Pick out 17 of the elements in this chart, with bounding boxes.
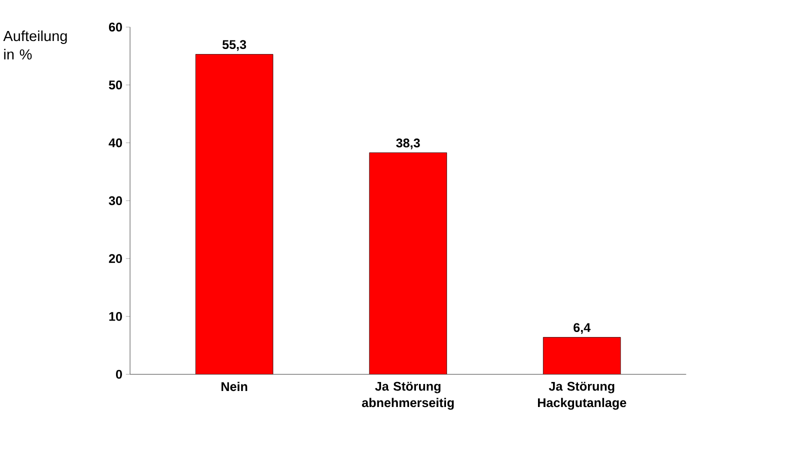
data-label: 38,3 bbox=[396, 138, 420, 150]
bar bbox=[543, 337, 621, 374]
y-tick-label: 30 bbox=[108, 196, 122, 206]
y-tick-label: 0 bbox=[116, 370, 122, 379]
y-tick-label: 50 bbox=[108, 80, 122, 90]
y-tick-label: 40 bbox=[108, 138, 122, 148]
data-label: 55,3 bbox=[222, 40, 246, 51]
bar bbox=[369, 152, 447, 374]
bar bbox=[195, 54, 274, 374]
y-tick-label: 10 bbox=[109, 312, 122, 321]
y-tick-label: 60 bbox=[108, 22, 122, 32]
x-tick-label: Ja Störung Hackgutanlage bbox=[538, 382, 626, 410]
data-label: 6,4 bbox=[574, 323, 591, 334]
x-tick-label: Ja Störung abnehmerseitig bbox=[362, 382, 454, 410]
y-tick-label: 20 bbox=[108, 254, 122, 264]
x-tick-label: Nein bbox=[222, 382, 248, 392]
y-axis-title: Aufteilung in % bbox=[3, 30, 67, 60]
